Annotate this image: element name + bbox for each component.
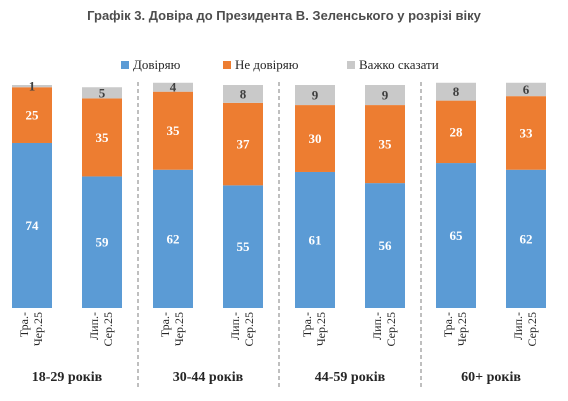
- value-label: 5: [99, 85, 106, 100]
- value-label: 4: [170, 80, 177, 95]
- category-label-line: Тра.-: [17, 312, 31, 337]
- category-label: Лип.- Сер.25: [511, 312, 539, 346]
- category-label: Лип.- Сер.25: [370, 312, 398, 346]
- category-label-line: Чер.25: [172, 312, 186, 346]
- category-label: Тра.- Чер.25: [17, 312, 45, 346]
- bars: [12, 82, 546, 308]
- bar-segment: [223, 85, 263, 103]
- bar-segment: [153, 82, 193, 92]
- category-label: Тра.- Чер.25: [158, 312, 186, 346]
- value-label: 62: [520, 231, 533, 246]
- group-label: 30-44 років: [173, 370, 244, 385]
- value-label: 61: [309, 232, 322, 247]
- bar-segment: [506, 82, 546, 97]
- group-labels: 18-29 років 30-44 років 44-59 років 60+ рок…: [32, 370, 522, 385]
- chart-title: Графік 3. Довіра до Президента В. Зеленс…: [87, 8, 481, 23]
- value-label: 9: [382, 88, 389, 103]
- category-label-line: Сер.25: [384, 312, 398, 346]
- value-label: 35: [96, 130, 110, 145]
- bar-segment: [223, 185, 263, 308]
- value-label: 1: [29, 79, 36, 94]
- bar-segment: [295, 85, 335, 106]
- value-label: 62: [167, 231, 180, 246]
- category-label: Тра.- Чер.25: [300, 312, 328, 346]
- bar-segment: [365, 85, 405, 106]
- bar-segment: [12, 142, 52, 308]
- legend-label-1: Довіряю: [133, 57, 181, 72]
- bar-segment: [12, 87, 52, 143]
- bar-segment: [153, 91, 193, 170]
- value-label: 25: [26, 108, 40, 123]
- bar-segment: [295, 105, 335, 172]
- bar-segment: [223, 102, 263, 186]
- group-label: 44-59 років: [315, 370, 386, 385]
- legend-swatch-3: [347, 61, 355, 69]
- category-labels: Тра.- Чер.25 Лип.- Сер.25 Тра.- Чер.25 Лип.- Се…: [17, 312, 539, 346]
- group-separators: [137, 82, 422, 388]
- bar-segment: [82, 87, 122, 99]
- value-label: 65: [450, 228, 464, 243]
- value-label: 8: [453, 84, 460, 99]
- bar-segment: [436, 163, 476, 308]
- value-label: 33: [520, 125, 534, 140]
- bar-segment: [12, 85, 52, 88]
- category-label-line: Тра.-: [158, 312, 172, 337]
- bar-segment: [436, 100, 476, 164]
- category-label-line: Чер.25: [455, 312, 469, 346]
- legend-swatch-1: [121, 61, 129, 69]
- legend: Довіряю Не довіряю Важко сказати: [121, 57, 439, 72]
- category-label-line: Тра.-: [441, 312, 455, 337]
- legend-label-3: Важко сказати: [359, 57, 439, 72]
- category-label-line: Сер.25: [242, 312, 256, 346]
- category-label-line: Чер.25: [314, 312, 328, 346]
- category-label-line: Лип.-: [511, 312, 525, 340]
- value-label: 9: [312, 88, 319, 103]
- category-label-line: Сер.25: [101, 312, 115, 346]
- value-label: 74: [26, 218, 40, 233]
- bar-segment: [153, 169, 193, 308]
- category-label: Лип.- Сер.25: [228, 312, 256, 346]
- category-label-line: Чер.25: [31, 312, 45, 346]
- bar-segment: [82, 176, 122, 308]
- value-label: 6: [523, 82, 530, 97]
- bar-segment: [365, 105, 405, 184]
- bar-segment: [365, 183, 405, 308]
- category-label-line: Сер.25: [525, 312, 539, 346]
- category-label-line: Лип.-: [228, 312, 242, 340]
- value-label: 30: [309, 131, 322, 146]
- bar-segment: [82, 98, 122, 177]
- legend-label-2: Не довіряю: [235, 57, 299, 72]
- group-label: 60+ років: [461, 370, 521, 385]
- bar-segment: [436, 82, 476, 101]
- value-label: 55: [237, 239, 251, 254]
- value-label: 37: [237, 137, 251, 152]
- value-label: 56: [379, 238, 393, 253]
- category-label-line: Тра.-: [300, 312, 314, 337]
- group-label: 18-29 років: [32, 370, 103, 385]
- legend-swatch-2: [223, 61, 231, 69]
- value-label: 8: [240, 86, 247, 101]
- bar-segment: [295, 171, 335, 308]
- bar-segment: [506, 96, 546, 170]
- value-labels: 74 25 1 59 35 5 62 35 4 55 37 8 61 30 9 56 35 9 65 28 8 62 33 6: [26, 79, 534, 255]
- value-label: 28: [450, 124, 464, 139]
- value-label: 35: [379, 137, 393, 152]
- category-label: Тра.- Чер.25: [441, 312, 469, 346]
- category-label-line: Лип.-: [87, 312, 101, 340]
- value-label: 59: [96, 235, 110, 250]
- category-label: Лип.- Сер.25: [87, 312, 115, 346]
- bar-segment: [506, 169, 546, 308]
- value-label: 35: [167, 123, 181, 138]
- category-label-line: Лип.-: [370, 312, 384, 340]
